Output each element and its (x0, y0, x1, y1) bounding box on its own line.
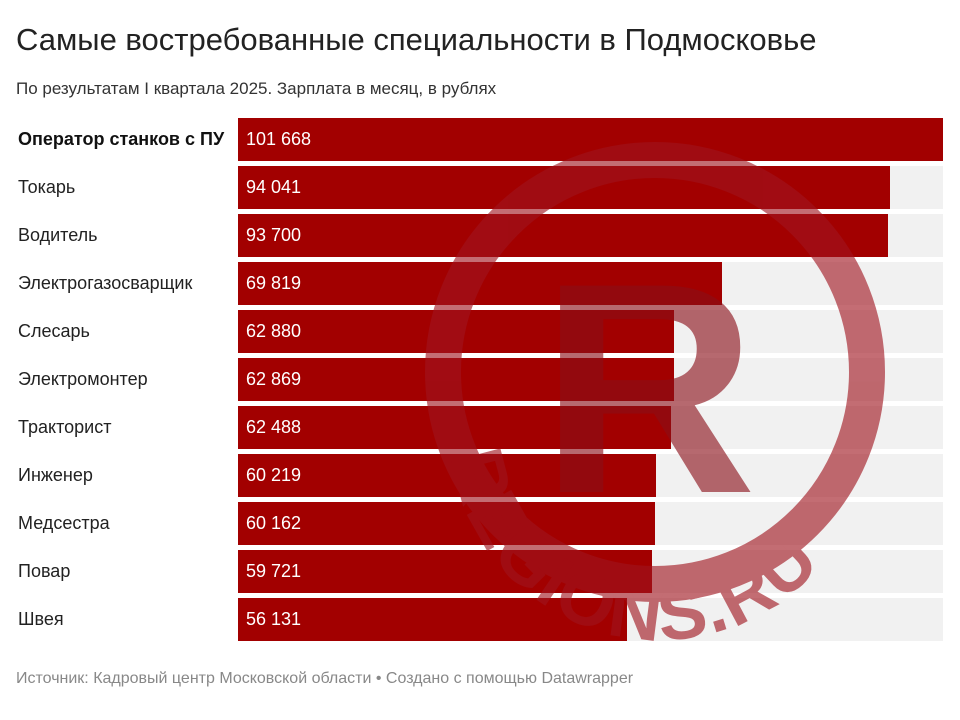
category-label: Токарь (18, 177, 76, 197)
category-label: Слесарь (18, 321, 90, 341)
value-label: 59 721 (246, 561, 302, 581)
category-label: Оператор станков с ПУ (18, 129, 225, 149)
bar (238, 598, 628, 641)
category-label: Швея (18, 609, 64, 629)
bar (238, 406, 672, 449)
category-label: Электрогазосварщик (18, 273, 193, 293)
category-label: Медсестра (18, 513, 110, 533)
value-label: 60 162 (246, 513, 302, 533)
value-label: 62 880 (246, 321, 302, 341)
value-label: 94 041 (246, 177, 302, 197)
chart-subtitle: По результатам I квартала 2025. Зарплата… (16, 79, 497, 98)
bar (238, 166, 891, 209)
bar (238, 262, 723, 305)
bar (238, 310, 675, 353)
value-label: 56 131 (246, 609, 302, 629)
value-label: 60 219 (246, 465, 302, 485)
source-footer: Источник: Кадровый центр Московской обла… (16, 670, 634, 687)
category-label: Повар (18, 561, 71, 581)
value-label: 93 700 (246, 225, 302, 245)
category-label: Электромонтер (18, 369, 148, 389)
bar (238, 118, 943, 161)
value-label: 62 488 (246, 417, 302, 437)
category-label: Инженер (18, 465, 93, 485)
value-label: 101 668 (246, 129, 312, 149)
category-label: Тракторист (18, 417, 112, 437)
value-label: 62 869 (246, 369, 302, 389)
bar (238, 358, 674, 401)
category-label: Водитель (18, 225, 98, 245)
bar (238, 214, 888, 257)
value-label: 69 819 (246, 273, 302, 293)
chart-title: Самые востребованные специальности в Под… (16, 22, 817, 57)
